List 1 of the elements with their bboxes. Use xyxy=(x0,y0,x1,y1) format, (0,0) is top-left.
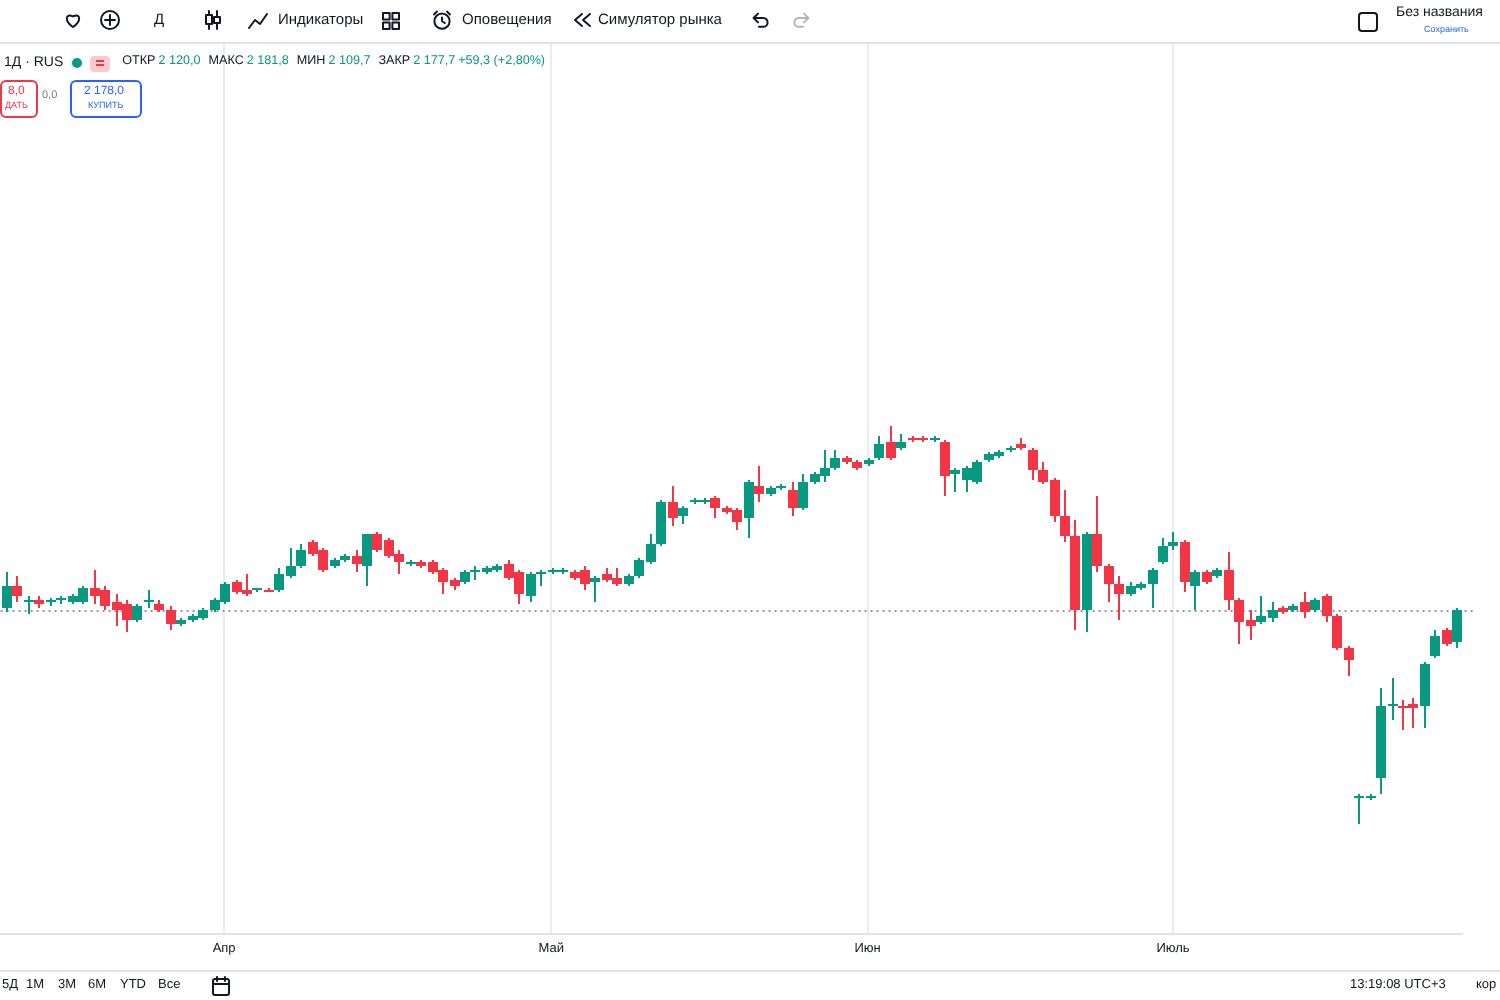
candlestick xyxy=(1388,678,1398,720)
